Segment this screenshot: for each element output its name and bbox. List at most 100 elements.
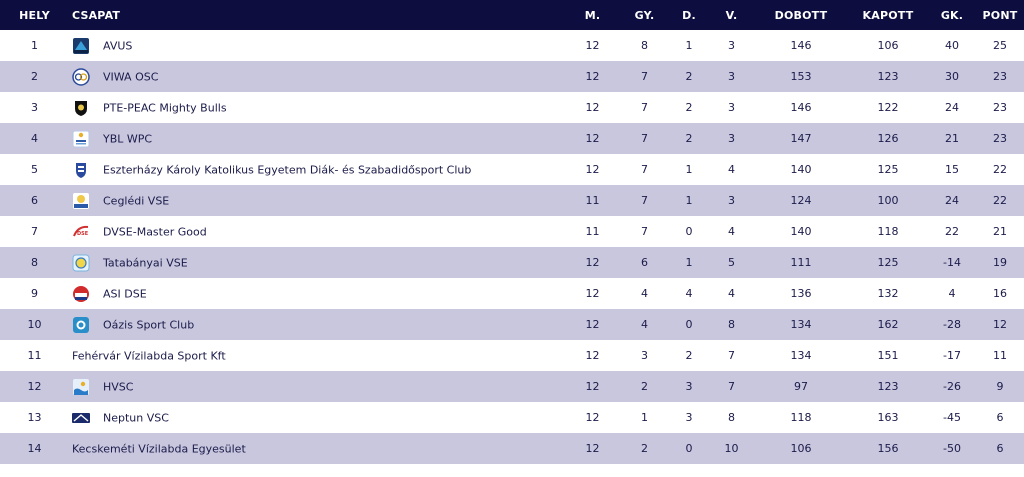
cell-conceded: 118 xyxy=(877,225,899,238)
cell-conceded: 162 xyxy=(877,318,899,331)
table-row[interactable]: 11 Fehérvár Vízilabda Sport Kft 12 3 2 7 134 15… xyxy=(0,340,1024,371)
cell-played: 12 xyxy=(585,163,600,176)
team-name[interactable]: Eszterházy Károly Katolikus Egyetem Diák… xyxy=(103,163,472,176)
header-played[interactable]: M. xyxy=(584,8,601,22)
table-row[interactable]: 3 PTE-PEAC Mighty Bulls 12 7 2 3 146 122 24 23 xyxy=(0,92,1024,123)
table-row[interactable]: 12 HVSC 12 2 3 7 97 123 -26 9 xyxy=(0,371,1024,402)
cell-pos: 13 xyxy=(27,411,42,424)
cell-points: 23 xyxy=(993,101,1007,114)
header-team[interactable]: CSAPAT xyxy=(72,8,121,22)
team-name[interactable]: AVUS xyxy=(103,39,133,52)
table-row[interactable]: 13 Neptun VSC 12 1 3 8 118 163 -45 6 xyxy=(0,402,1024,433)
cell-lost: 5 xyxy=(728,256,735,269)
cell-conceded: 132 xyxy=(877,287,899,300)
team-cell: DSE DVSE-Master Good xyxy=(69,216,565,247)
team-name[interactable]: YBL WPC xyxy=(103,132,153,145)
cell-conceded: 126 xyxy=(877,132,899,145)
cell-scored: 146 xyxy=(790,39,812,52)
cell-played: 12 xyxy=(585,101,600,114)
cell-lost: 4 xyxy=(728,163,735,176)
header-row: HELY CSAPAT M. GY. D. V. DOBOTT KAPOTT G… xyxy=(0,0,1024,30)
cell-lost: 8 xyxy=(728,411,735,424)
cell-drawn: 1 xyxy=(685,39,693,52)
team-name[interactable]: DVSE-Master Good xyxy=(103,225,207,238)
cell-points: 21 xyxy=(993,225,1007,238)
header-drawn[interactable]: D. xyxy=(682,8,696,22)
cell-played: 12 xyxy=(585,318,600,331)
table-row[interactable]: 2 VIWA OSC 12 7 2 3 153 123 30 23 xyxy=(0,61,1024,92)
table-row[interactable]: 4 YBL WPC 12 7 2 3 147 126 21 23 xyxy=(0,123,1024,154)
cell-pos: 2 xyxy=(31,70,38,83)
cell-played: 12 xyxy=(585,380,600,393)
cell-won: 7 xyxy=(641,163,648,176)
cell-scored: 146 xyxy=(790,101,812,114)
team-name[interactable]: Kecskeméti Vízilabda Egyesület xyxy=(72,442,246,456)
table-row[interactable]: 8 Tatabányai VSE 12 6 1 5 111 125 -14 19 xyxy=(0,247,1024,278)
team-name[interactable]: PTE-PEAC Mighty Bulls xyxy=(103,101,227,114)
cell-lost: 7 xyxy=(728,349,735,362)
cell-diff: 22 xyxy=(945,225,959,238)
cell-lost: 3 xyxy=(728,39,735,52)
table-row[interactable]: 9 ASI DSE 12 4 4 4 136 132 4 16 xyxy=(0,278,1024,309)
cell-pos: 8 xyxy=(31,256,38,269)
table-row[interactable]: 7 DSE DVSE-Master Good 11 7 0 4 140 118 22 21 xyxy=(0,216,1024,247)
cell-lost: 3 xyxy=(728,101,735,114)
cell-diff: 24 xyxy=(945,194,959,207)
cell-pos: 14 xyxy=(27,442,42,455)
team-name[interactable]: Oázis Sport Club xyxy=(103,318,195,331)
team-name[interactable]: VIWA OSC xyxy=(103,70,159,83)
team-name[interactable]: Fehérvár Vízilabda Sport Kft xyxy=(72,349,226,363)
team-cell: PTE-PEAC Mighty Bulls xyxy=(69,92,565,123)
cell-won: 4 xyxy=(641,287,648,300)
cell-drawn: 0 xyxy=(685,225,693,238)
cell-conceded: 151 xyxy=(877,349,899,362)
table-row[interactable]: 1 AVUS 12 8 1 3 146 106 40 25 xyxy=(0,30,1024,61)
team-cell: Ceglédi VSE xyxy=(69,185,565,216)
cell-played: 12 xyxy=(585,132,600,145)
cell-diff: -28 xyxy=(943,318,961,331)
cell-diff: 30 xyxy=(945,70,959,83)
cegledi-vse-logo xyxy=(72,192,90,210)
cell-played: 12 xyxy=(585,70,600,83)
neptun-vsc-logo xyxy=(72,409,90,427)
table-row[interactable]: 6 Ceglédi VSE 11 7 1 3 124 100 24 22 xyxy=(0,185,1024,216)
cell-played: 12 xyxy=(585,256,600,269)
asi-dse-logo xyxy=(72,285,90,303)
table-body: 1 AVUS 12 8 1 3 146 106 40 25 2 VIWA OSC 12 7 2 3 153 123… xyxy=(0,30,1024,464)
team-name[interactable]: ASI DSE xyxy=(103,287,147,300)
table-row[interactable]: 14 Kecskeméti Vízilabda Egyesület 12 2 0 10 10… xyxy=(0,433,1024,464)
cell-points: 23 xyxy=(993,70,1007,83)
cell-drawn: 1 xyxy=(685,194,693,207)
header-pos[interactable]: HELY xyxy=(19,8,50,22)
header-conceded[interactable]: KAPOTT xyxy=(862,8,914,22)
table-row[interactable]: 5 Eszterházy Károly Katolikus Egyetem Diá… xyxy=(0,154,1024,185)
cell-drawn: 1 xyxy=(685,256,693,269)
header-diff[interactable]: GK. xyxy=(940,8,964,22)
cell-diff: -26 xyxy=(943,380,961,393)
cell-lost: 8 xyxy=(728,318,735,331)
table-row[interactable]: 10 Oázis Sport Club 12 4 0 8 134 162 -28 12 xyxy=(0,309,1024,340)
cell-won: 2 xyxy=(641,380,648,393)
cell-diff: -17 xyxy=(943,349,961,362)
team-name[interactable]: Tatabányai VSE xyxy=(103,256,188,269)
cell-points: 23 xyxy=(993,132,1007,145)
cell-lost: 4 xyxy=(728,225,735,238)
team-cell: AVUS xyxy=(69,30,565,61)
header-won[interactable]: GY. xyxy=(634,8,655,22)
cell-points: 6 xyxy=(996,411,1004,424)
cell-pos: 9 xyxy=(31,287,38,300)
cell-diff: 40 xyxy=(945,39,959,52)
header-lost[interactable]: V. xyxy=(725,8,738,22)
cell-won: 7 xyxy=(641,101,648,114)
cell-points: 9 xyxy=(996,380,1004,393)
team-name[interactable]: Ceglédi VSE xyxy=(103,194,170,207)
pte-peac-logo xyxy=(72,99,90,117)
header-points[interactable]: PONT xyxy=(982,8,1018,22)
dvse-logo: DSE xyxy=(72,223,90,241)
team-name[interactable]: HVSC xyxy=(103,380,134,393)
cell-scored: 140 xyxy=(790,225,812,238)
svg-text:DSE: DSE xyxy=(77,231,89,237)
cell-drawn: 2 xyxy=(685,101,693,114)
header-scored[interactable]: DOBOTT xyxy=(774,8,828,22)
team-name[interactable]: Neptun VSC xyxy=(103,411,169,424)
